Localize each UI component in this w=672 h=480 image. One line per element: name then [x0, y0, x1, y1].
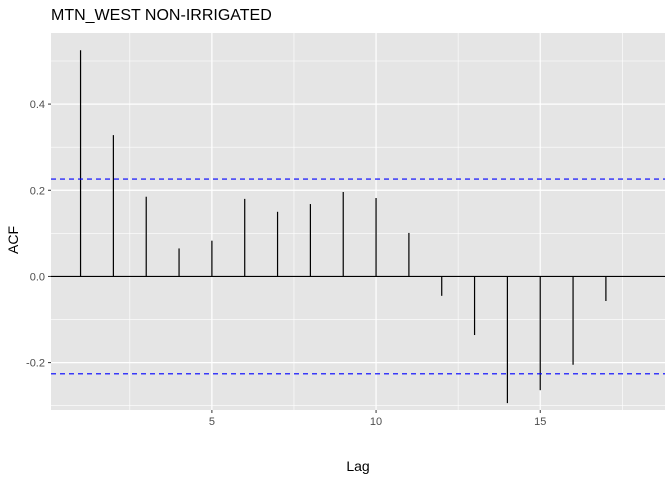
x-tick-label: 10 [370, 416, 382, 428]
y-tick-label: 0.4 [30, 99, 45, 111]
panel-background [51, 33, 665, 410]
x-tick-label: 15 [534, 416, 546, 428]
x-tick-label: 5 [209, 416, 215, 428]
acf-bars [51, 50, 665, 404]
y-axis-title: ACF [5, 226, 21, 254]
y-tick-label: 0.2 [30, 185, 45, 197]
minor-gridlines [51, 33, 665, 410]
x-axis-ticks: 5 10 15 [209, 410, 546, 428]
x-axis-title: Lag [346, 458, 369, 474]
confidence-bounds [51, 178, 665, 375]
chart-title: MTN_WEST NON-IRRIGATED [51, 7, 272, 24]
y-tick-label: 0.0 [30, 271, 45, 283]
y-axis-ticks: -0.2 0.0 0.2 0.4 [26, 99, 51, 370]
y-tick-label: -0.2 [26, 358, 45, 370]
